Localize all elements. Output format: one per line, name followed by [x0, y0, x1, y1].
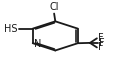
Text: Cl: Cl	[49, 2, 59, 12]
Text: F: F	[98, 42, 104, 52]
Text: HS: HS	[4, 24, 17, 34]
Text: F: F	[99, 38, 105, 48]
Text: F: F	[98, 33, 104, 43]
Text: N: N	[35, 39, 42, 49]
